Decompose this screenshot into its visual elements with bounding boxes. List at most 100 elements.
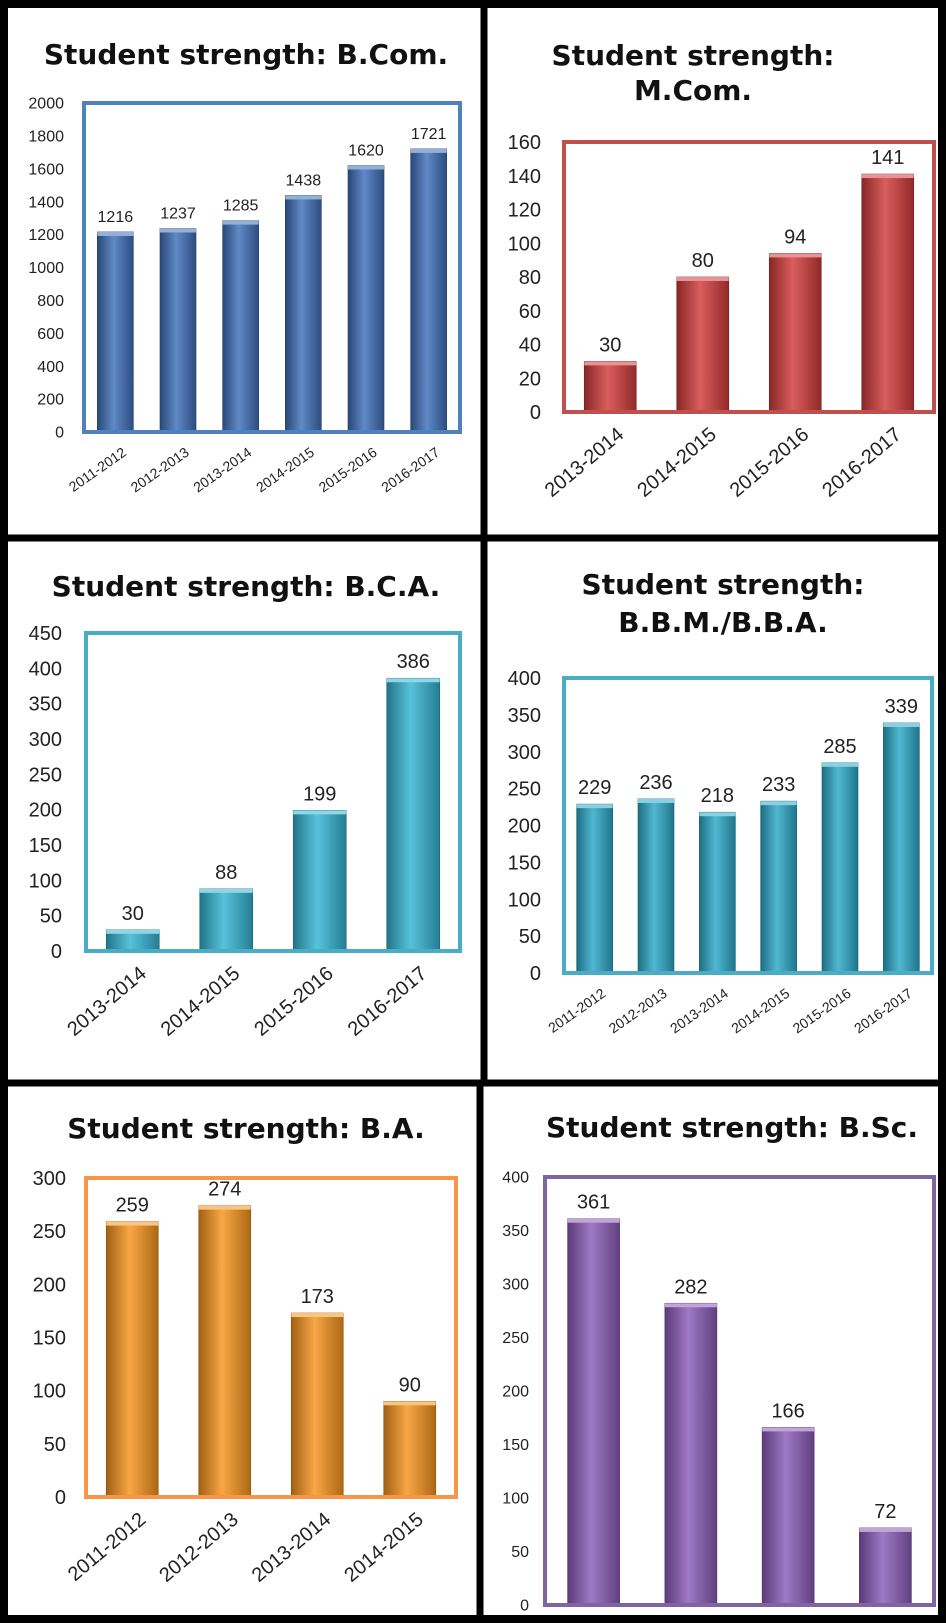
bar [576,803,613,974]
x-tick-label: 2016-2017 [378,444,442,496]
chart-title: Student strength: B.C.A. [52,570,441,603]
x-tick-label: 2013-2014 [63,962,150,1040]
data-label: 90 [399,1374,421,1396]
x-tick-label: 2012-2013 [606,985,670,1037]
y-tick-label: 0 [55,425,64,442]
y-tick-label: 400 [502,1170,529,1187]
y-tick-label: 100 [502,1491,529,1508]
y-tick-label: 60 [519,301,541,323]
bar [198,1205,252,1498]
bar [410,148,447,433]
data-label: 94 [784,226,806,248]
y-tick-label: 1000 [28,260,64,277]
x-tick-label: 2013-2014 [541,423,628,501]
x-tick-label: 2014-2015 [340,1508,427,1586]
bar-cap [859,1527,912,1532]
bar [159,228,197,433]
y-tick-label: 0 [530,402,541,424]
bar-cap [760,801,797,806]
data-label: 1721 [411,126,447,143]
y-tick-label: 2000 [28,96,64,113]
data-label: 274 [208,1179,241,1201]
bar [567,1218,620,1606]
chart-mcom: Student strength:M.Com. 0 20 40 60 80 100 120 14… [508,39,936,502]
bar [821,762,859,974]
y-tick-label: 150 [508,852,541,874]
bar-cap [762,1427,815,1432]
chart-title: Student strength: [552,39,835,72]
y-tick-label: 1400 [28,194,64,211]
data-label: 1285 [223,198,259,215]
bar-cap [106,929,160,934]
y-tick-label: 150 [502,1437,529,1454]
data-label: 30 [122,903,144,925]
data-label: 173 [301,1286,334,1308]
y-tick-label: 400 [29,658,62,680]
y-tick-label: 0 [530,963,541,985]
plot-frame [543,1175,936,1607]
y-tick-label: 300 [508,742,541,764]
x-tick-label: 2014-2015 [253,444,317,496]
y-tick-label: 1800 [28,129,64,146]
x-tick-label: 2011-2012 [64,1508,150,1585]
y-tick-label: 50 [519,926,541,948]
plot-frame [82,101,462,434]
bar [859,1527,912,1606]
bar [583,361,637,413]
data-label: 80 [692,250,714,272]
bar [290,1312,344,1498]
chart-title: Student strength: B.A. [67,1112,424,1145]
plot-frame [84,631,462,953]
bar-cap [106,1221,159,1226]
chart-title: B.B.M./B.B.A. [618,606,827,639]
y-tick-label: 20 [519,368,541,390]
y-tick-label: 150 [29,835,62,857]
y-tick-label: 350 [502,1223,529,1240]
x-tick-label: 2015-2016 [250,962,337,1040]
x-tick-label: 2013-2014 [667,985,731,1037]
bar-cap [676,277,729,281]
bar [199,888,254,952]
data-label: 259 [116,1195,149,1217]
chart-bcom: Student strength: B.Com. 0 200 400 600 800 100… [28,38,462,496]
data-label: 1216 [98,209,134,226]
x-tick-label: 2012-2013 [155,1508,242,1586]
data-label: 1237 [160,206,196,223]
y-tick-label: 400 [508,668,541,690]
bar [761,1427,815,1606]
bar [285,195,322,433]
chart-title: Student strength: B.Sc. [546,1111,918,1144]
y-tick-label: 200 [508,816,541,838]
bar-cap [664,1303,717,1308]
chart-bca: Student strength: B.C.A. 0 50 100 150 200 250 3… [29,570,462,1041]
y-tick-label: 100 [508,889,541,911]
bar-cap [584,361,637,366]
chart-ba: Student strength: B.A. 0 50 100 150 200 250 300… [33,1112,458,1587]
x-tick-label: 2014-2015 [728,985,792,1037]
y-tick-label: 80 [519,267,541,289]
data-label: 236 [639,772,672,794]
y-tick-label: 200 [29,800,62,822]
y-tick-label: 400 [37,359,64,376]
x-tick-label: 2014-2015 [157,962,244,1040]
data-label: 229 [578,777,611,799]
data-label: 386 [397,651,430,673]
data-label: 30 [599,334,621,356]
y-tick-label: 200 [37,392,64,409]
y-tick-label: 250 [29,764,62,786]
y-tick-label: 250 [502,1330,529,1347]
x-tick-label: 2015-2016 [726,423,813,501]
data-label: 282 [674,1276,707,1298]
y-tick-label: 50 [511,1544,529,1561]
y-tick-label: 1600 [28,161,64,178]
bar [861,173,915,413]
y-tick-label: 350 [508,705,541,727]
chart-title: M.Com. [634,74,752,107]
bar [637,798,675,974]
bar-cap [638,798,674,803]
bar-cap [383,1401,436,1406]
bar-cap [576,804,613,809]
